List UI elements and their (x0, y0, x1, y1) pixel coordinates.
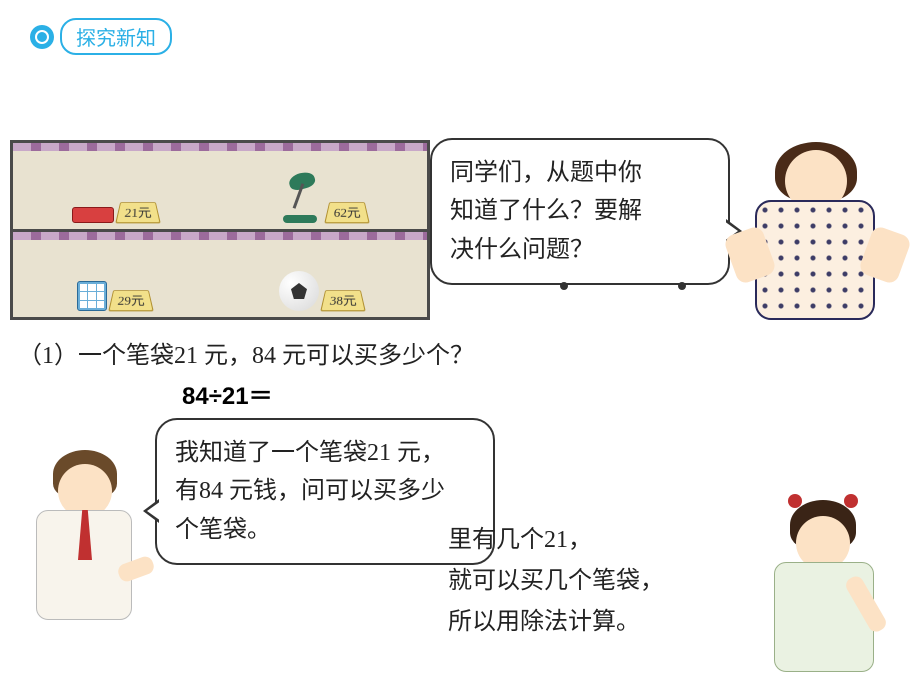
shelf-item-calculator: 29元 (77, 281, 151, 311)
price-tag: 38元 (320, 290, 366, 311)
brain-icon (30, 25, 54, 49)
student2-illustration (748, 500, 898, 690)
bubble-line: 所以用除法计算。 (448, 602, 738, 643)
bubble-line: 有84 元钱，问可以买多少 (175, 472, 475, 510)
student1-speech-bubble: 我知道了一个笔袋21 元， 有84 元钱，问可以买多少 个笔袋。 (155, 418, 495, 565)
lamp-icon (277, 173, 323, 223)
shelf-item-eraser: 21元 (72, 200, 158, 223)
dot-icon (678, 282, 686, 290)
price-tag: 21元 (116, 202, 162, 223)
bubble-line: 决什么问题？ (450, 231, 710, 269)
bubble-line: 里有几个21， (448, 520, 738, 561)
section-badge: 探究新知 (60, 18, 172, 55)
calculator-icon (77, 281, 107, 311)
bubble-line: 知道了什么？要解 (450, 192, 710, 230)
shelf-item-lamp: 62元 (277, 173, 367, 223)
ball-icon (279, 271, 319, 311)
decorative-dots (560, 282, 686, 290)
student1-illustration (8, 450, 158, 660)
bubble-line: 我知道了一个笔袋21 元， (175, 434, 475, 472)
header: 探究新知 (30, 18, 172, 55)
price-tag: 29元 (108, 290, 154, 311)
teacher-speech-bubble: 同学们，从题中你 知道了什么？要解 决什么问题？ (430, 138, 730, 285)
dot-icon (560, 282, 568, 290)
student2-speech: 里有几个21， 就可以买几个笔袋， 所以用除法计算。 (448, 520, 738, 642)
question-text: （1）一个笔袋21 元，84 元可以买多少个？ (18, 335, 474, 370)
bubble-line: 个笔袋。 (175, 511, 475, 549)
shelf-illustration: 21元 62元 29元 38元 (10, 140, 430, 320)
bubble-line: 就可以买几个笔袋， (448, 561, 738, 602)
bubble-line: 同学们，从题中你 (450, 154, 710, 192)
shelf-row-bottom: 29元 38元 (13, 232, 427, 318)
teacher-illustration (730, 150, 905, 360)
shelf-item-ball: 38元 (279, 271, 363, 311)
equation-text: 84÷21＝ (182, 376, 273, 411)
price-tag: 62元 (325, 202, 371, 223)
eraser-icon (72, 207, 114, 223)
shelf-row-top: 21元 62元 (13, 143, 427, 232)
